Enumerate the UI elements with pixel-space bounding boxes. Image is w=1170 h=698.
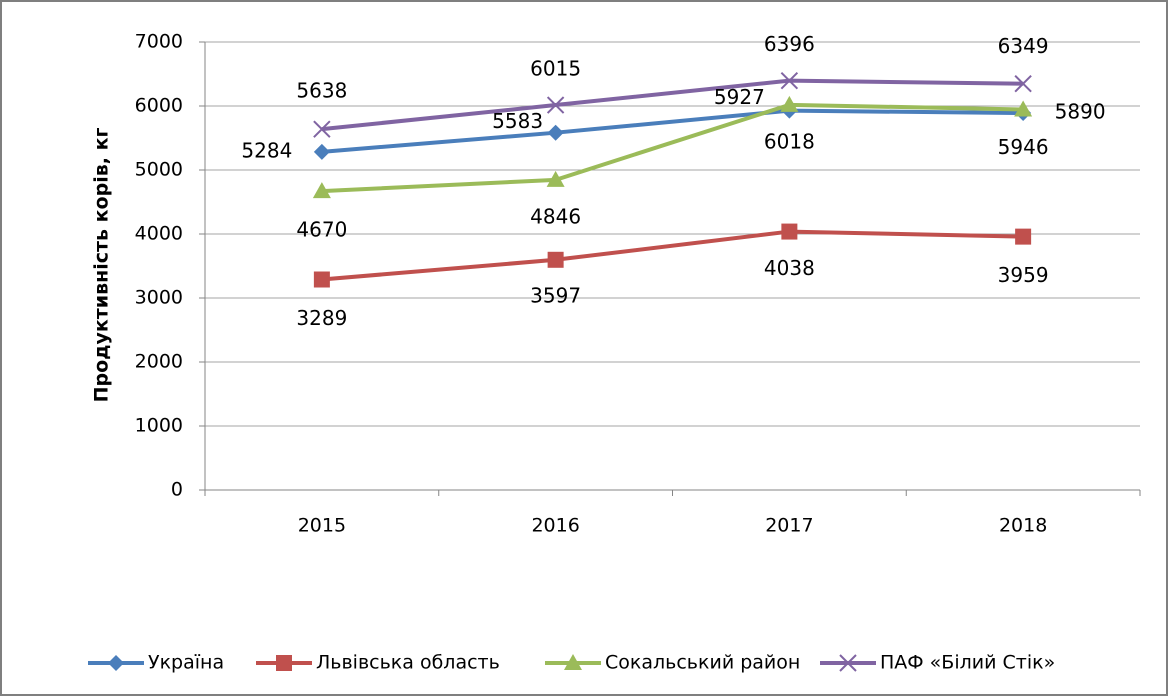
marker: [780, 95, 799, 112]
data-label: 5890: [1055, 100, 1106, 124]
legend-label: Сокальський район: [605, 652, 800, 674]
marker: [780, 71, 799, 90]
marker: [1014, 74, 1032, 93]
marker: [313, 271, 330, 288]
marker: [546, 96, 565, 114]
marker: [1014, 100, 1033, 117]
data-label: 5583: [492, 109, 543, 133]
legend-marker: [108, 655, 124, 671]
data-label: 5927: [714, 85, 765, 109]
series-line: [321, 229, 1024, 282]
y-tick-label: 0: [171, 479, 183, 501]
data-label: 3959: [998, 263, 1049, 287]
marker: [547, 251, 564, 268]
marker: [313, 120, 331, 138]
data-label: 6018: [764, 129, 815, 153]
data-label: 4038: [764, 256, 815, 280]
data-label: 6396: [764, 32, 815, 56]
series-line: [321, 102, 1024, 194]
legend-label: ПАФ «Білий Стік»: [880, 652, 1055, 674]
marker: [313, 143, 330, 160]
y-tick-label: 2000: [135, 351, 183, 373]
data-label: 5284: [241, 138, 292, 162]
y-tick-label: 6000: [135, 95, 183, 117]
data-label: 6349: [998, 34, 1049, 58]
marker: [781, 223, 798, 240]
x-tick-label: 2015: [298, 515, 346, 537]
data-label: 4846: [530, 204, 581, 228]
marker: [546, 170, 565, 187]
y-tick-label: 7000: [135, 31, 183, 53]
x-tick-label: 2018: [999, 515, 1047, 537]
data-label: 4670: [296, 218, 347, 242]
y-tick-label: 4000: [135, 223, 183, 245]
data-label: 3289: [296, 306, 347, 330]
data-label: 6015: [530, 57, 581, 81]
series-line: [321, 78, 1024, 132]
y-tick-label: 1000: [135, 415, 183, 437]
series-line: [321, 108, 1024, 154]
data-label: 5638: [296, 79, 347, 103]
marker: [312, 182, 331, 199]
legend-label: Львівська область: [316, 652, 500, 674]
y-axis-label: Продуктивність корів, кг: [91, 128, 113, 403]
data-label: 5946: [998, 135, 1049, 159]
x-tick-label: 2016: [531, 515, 579, 537]
x-tick-label: 2017: [765, 515, 813, 537]
marker: [547, 124, 564, 141]
legend-marker: [564, 654, 582, 670]
data-label: 3597: [530, 283, 581, 307]
marker: [1015, 228, 1032, 245]
y-tick-label: 3000: [135, 287, 183, 309]
y-tick-label: 5000: [135, 159, 183, 181]
legend-marker: [839, 654, 857, 672]
legend-marker: [276, 655, 292, 671]
legend-label: Україна: [148, 652, 224, 674]
